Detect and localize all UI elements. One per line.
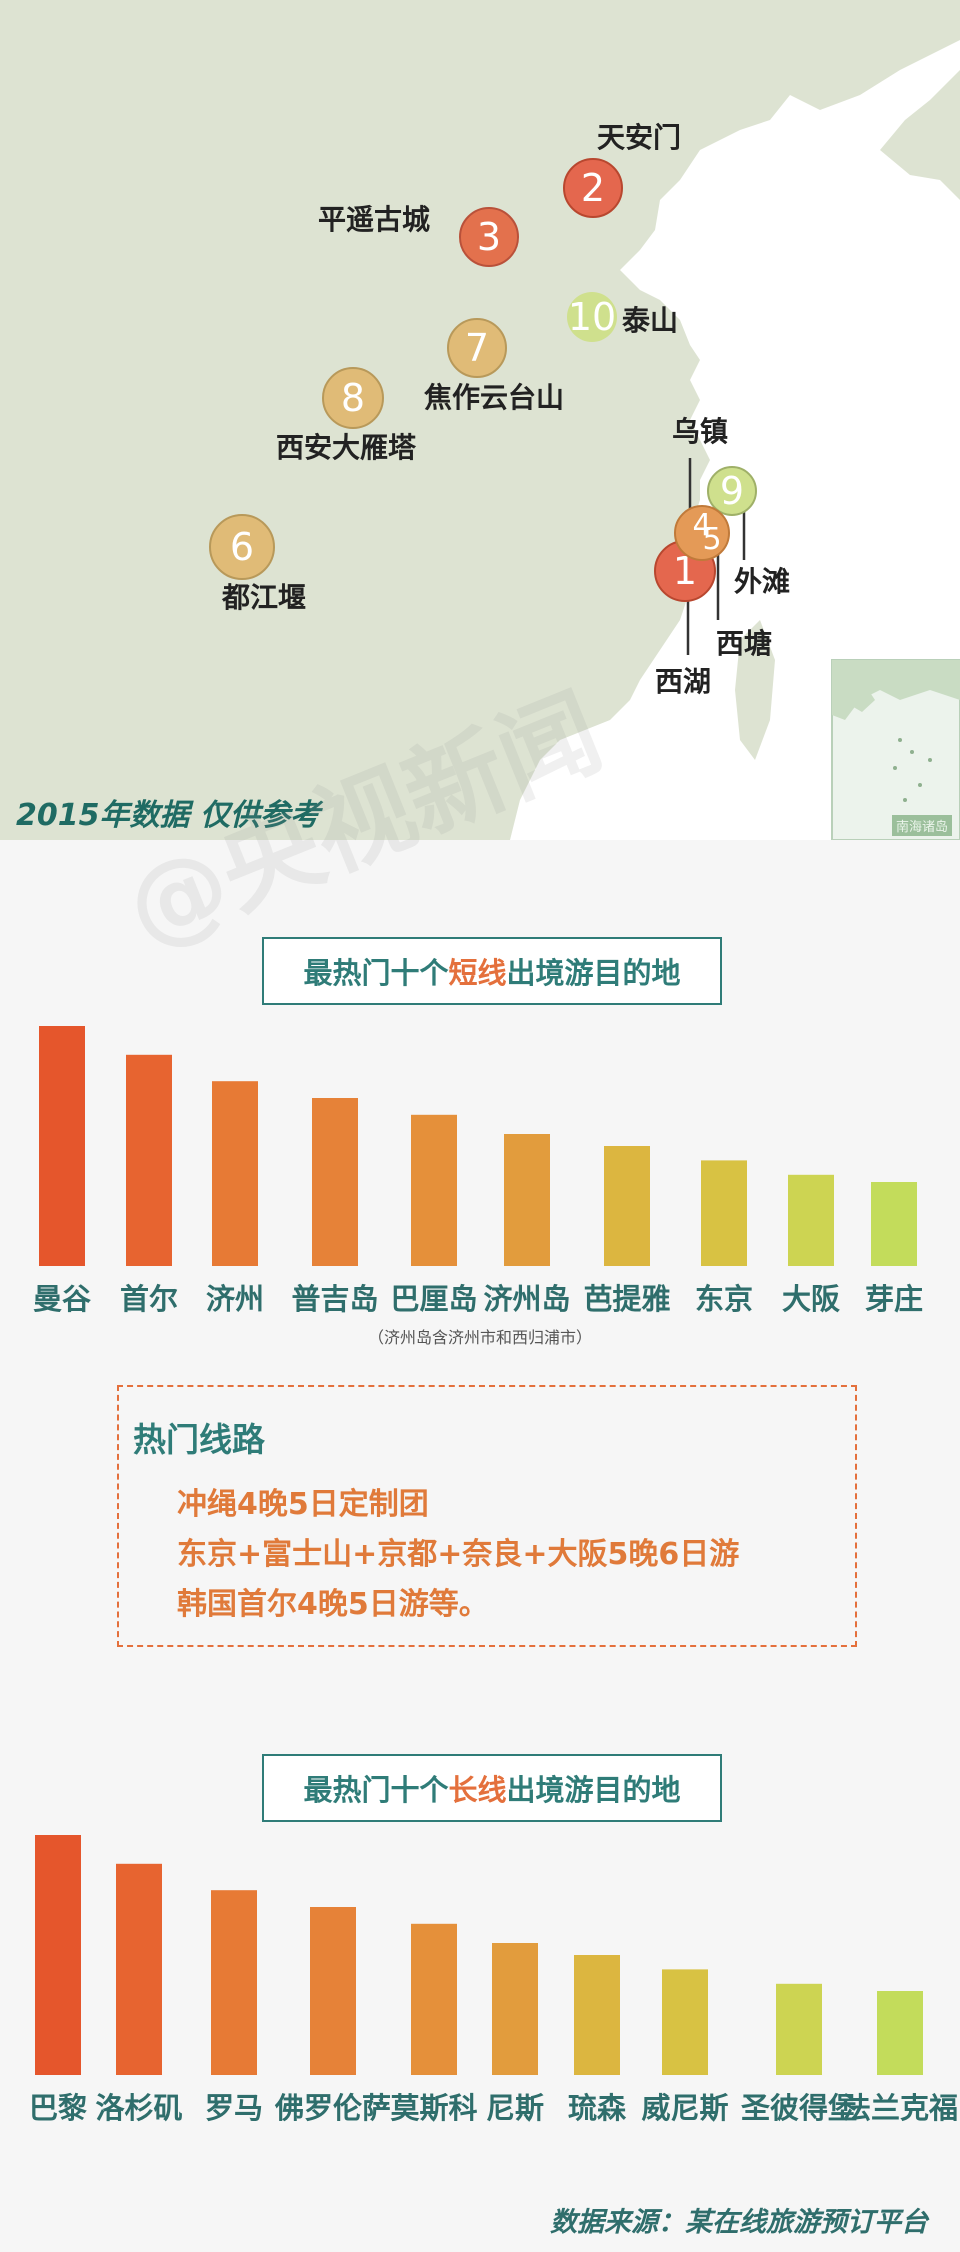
long-category-label-4: 佛罗伦萨 xyxy=(274,2091,391,2125)
long-title-post: 出境游目的地 xyxy=(506,1773,681,1807)
label-dujiangyan: 都江堰 xyxy=(222,581,307,614)
long-bar-6 xyxy=(492,1943,538,2075)
short-category-label-10: 芽庄 xyxy=(865,1282,923,1316)
short-bar-4 xyxy=(312,1098,358,1266)
short-chart-title: 最热门十个 短线 出境游目的地 xyxy=(262,937,722,1005)
map-note: 2015年数据 仅供参考 xyxy=(16,798,320,833)
short-title-pre: 最热门十个 xyxy=(303,956,449,990)
long-chart-title: 最热门十个 长线 出境游目的地 xyxy=(262,1754,722,1822)
long-category-label-3: 罗马 xyxy=(205,2091,263,2125)
long-bar-1 xyxy=(35,1835,81,2075)
label-yuntaishan: 焦作云台山 xyxy=(424,381,565,414)
long-category-label-10: 法兰克福 xyxy=(842,2091,958,2125)
label-xihu: 西湖 xyxy=(655,665,712,698)
map-land xyxy=(0,0,960,840)
long-category-label-7: 琉森 xyxy=(568,2091,627,2125)
routes-heading: 热门线路 xyxy=(133,1420,265,1459)
short-category-label-1: 曼谷 xyxy=(33,1282,92,1316)
short-title-highlight: 短线 xyxy=(448,956,507,990)
label-tiananmen: 天安门 xyxy=(597,121,682,154)
short-category-label-5: 巴厘岛 xyxy=(390,1282,477,1316)
marker-5: 5 xyxy=(702,522,722,557)
long-category-label-5: 莫斯科 xyxy=(390,2091,477,2125)
route-line-2: 东京+富士山+京都+奈良+大阪5晚6日游 xyxy=(177,1537,740,1572)
long-title-highlight: 长线 xyxy=(448,1773,507,1807)
short-category-label-8: 东京 xyxy=(695,1282,753,1316)
south-sea-inset-label: 南海诸岛 xyxy=(891,815,952,836)
short-category-label-9: 大阪 xyxy=(782,1282,840,1316)
label-taishan: 泰山 xyxy=(622,304,679,337)
long-category-label-2: 洛杉矶 xyxy=(95,2091,182,2125)
long-bar-3 xyxy=(211,1890,257,2075)
data-source: 数据来源：某在线旅游预订平台 xyxy=(550,2207,928,2238)
long-category-label-1: 巴黎 xyxy=(29,2091,87,2125)
short-bar-7 xyxy=(604,1146,650,1266)
short-bar-2 xyxy=(126,1054,172,1266)
south-sea-inset xyxy=(831,659,960,840)
short-category-label-2: 首尔 xyxy=(120,1282,178,1316)
short-category-label-7: 芭提雅 xyxy=(583,1282,670,1316)
china-map: 2 3 10 7 8 6 9 1 4 5 天安门 平遥古城 泰山 焦作云台山 西… xyxy=(0,0,960,840)
route-line-1: 冲绳4晚5日定制团 xyxy=(177,1487,429,1522)
short-category-label-3: 济州 xyxy=(206,1282,264,1316)
short-chart-note: （济州岛含济州市和西归浦市） xyxy=(367,1328,592,1347)
short-bar-9 xyxy=(788,1174,834,1266)
marker-7: 7 xyxy=(447,318,507,378)
short-category-label-4: 普吉岛 xyxy=(291,1282,378,1316)
long-bar-9 xyxy=(776,1983,822,2075)
long-bar-4 xyxy=(310,1907,356,2075)
long-bar-5 xyxy=(411,1923,457,2075)
marker-3: 3 xyxy=(459,207,519,267)
short-bar-5 xyxy=(411,1114,457,1266)
long-bar-10 xyxy=(877,1991,923,2075)
marker-10: 10 xyxy=(567,292,617,342)
short-bar-1 xyxy=(39,1026,85,1266)
short-bar-8 xyxy=(701,1160,747,1266)
short-category-label-6: 济州岛 xyxy=(483,1282,570,1316)
short-bar-10 xyxy=(871,1182,917,1266)
long-bar-2 xyxy=(116,1863,162,2075)
long-category-label-9: 圣彼得堡 xyxy=(741,2091,857,2125)
label-waitan: 外滩 xyxy=(734,565,791,598)
short-haul-bar-chart: 曼谷 首尔 济州 普吉岛 巴厘岛 济州岛 芭提雅 东京 大阪 芽庄 xyxy=(33,1026,923,1316)
label-wuzhen: 乌镇 xyxy=(672,415,729,448)
marker-6: 6 xyxy=(209,514,275,580)
marker-4: 4 xyxy=(674,505,730,561)
long-bar-7 xyxy=(574,1955,620,2075)
long-title-pre: 最热门十个 xyxy=(303,1773,449,1807)
short-bar-3 xyxy=(212,1081,258,1266)
short-bar-6 xyxy=(504,1134,550,1266)
long-bar-8 xyxy=(662,1969,708,2075)
route-line-3: 韩国首尔4晚5日游等。 xyxy=(177,1587,489,1622)
marker-2: 2 xyxy=(563,158,623,218)
short-title-post: 出境游目的地 xyxy=(506,956,681,990)
long-category-label-8: 威尼斯 xyxy=(641,2091,728,2125)
popular-routes-box: 热门线路 冲绳4晚5日定制团 东京+富士山+京都+奈良+大阪5晚6日游 韩国首尔… xyxy=(117,1385,857,1647)
long-category-label-6: 尼斯 xyxy=(486,2091,544,2125)
label-dayanta: 西安大雁塔 xyxy=(276,431,417,464)
marker-8: 8 xyxy=(322,367,384,429)
label-xitang: 西塘 xyxy=(716,627,773,660)
label-pingyao: 平遥古城 xyxy=(318,203,431,236)
